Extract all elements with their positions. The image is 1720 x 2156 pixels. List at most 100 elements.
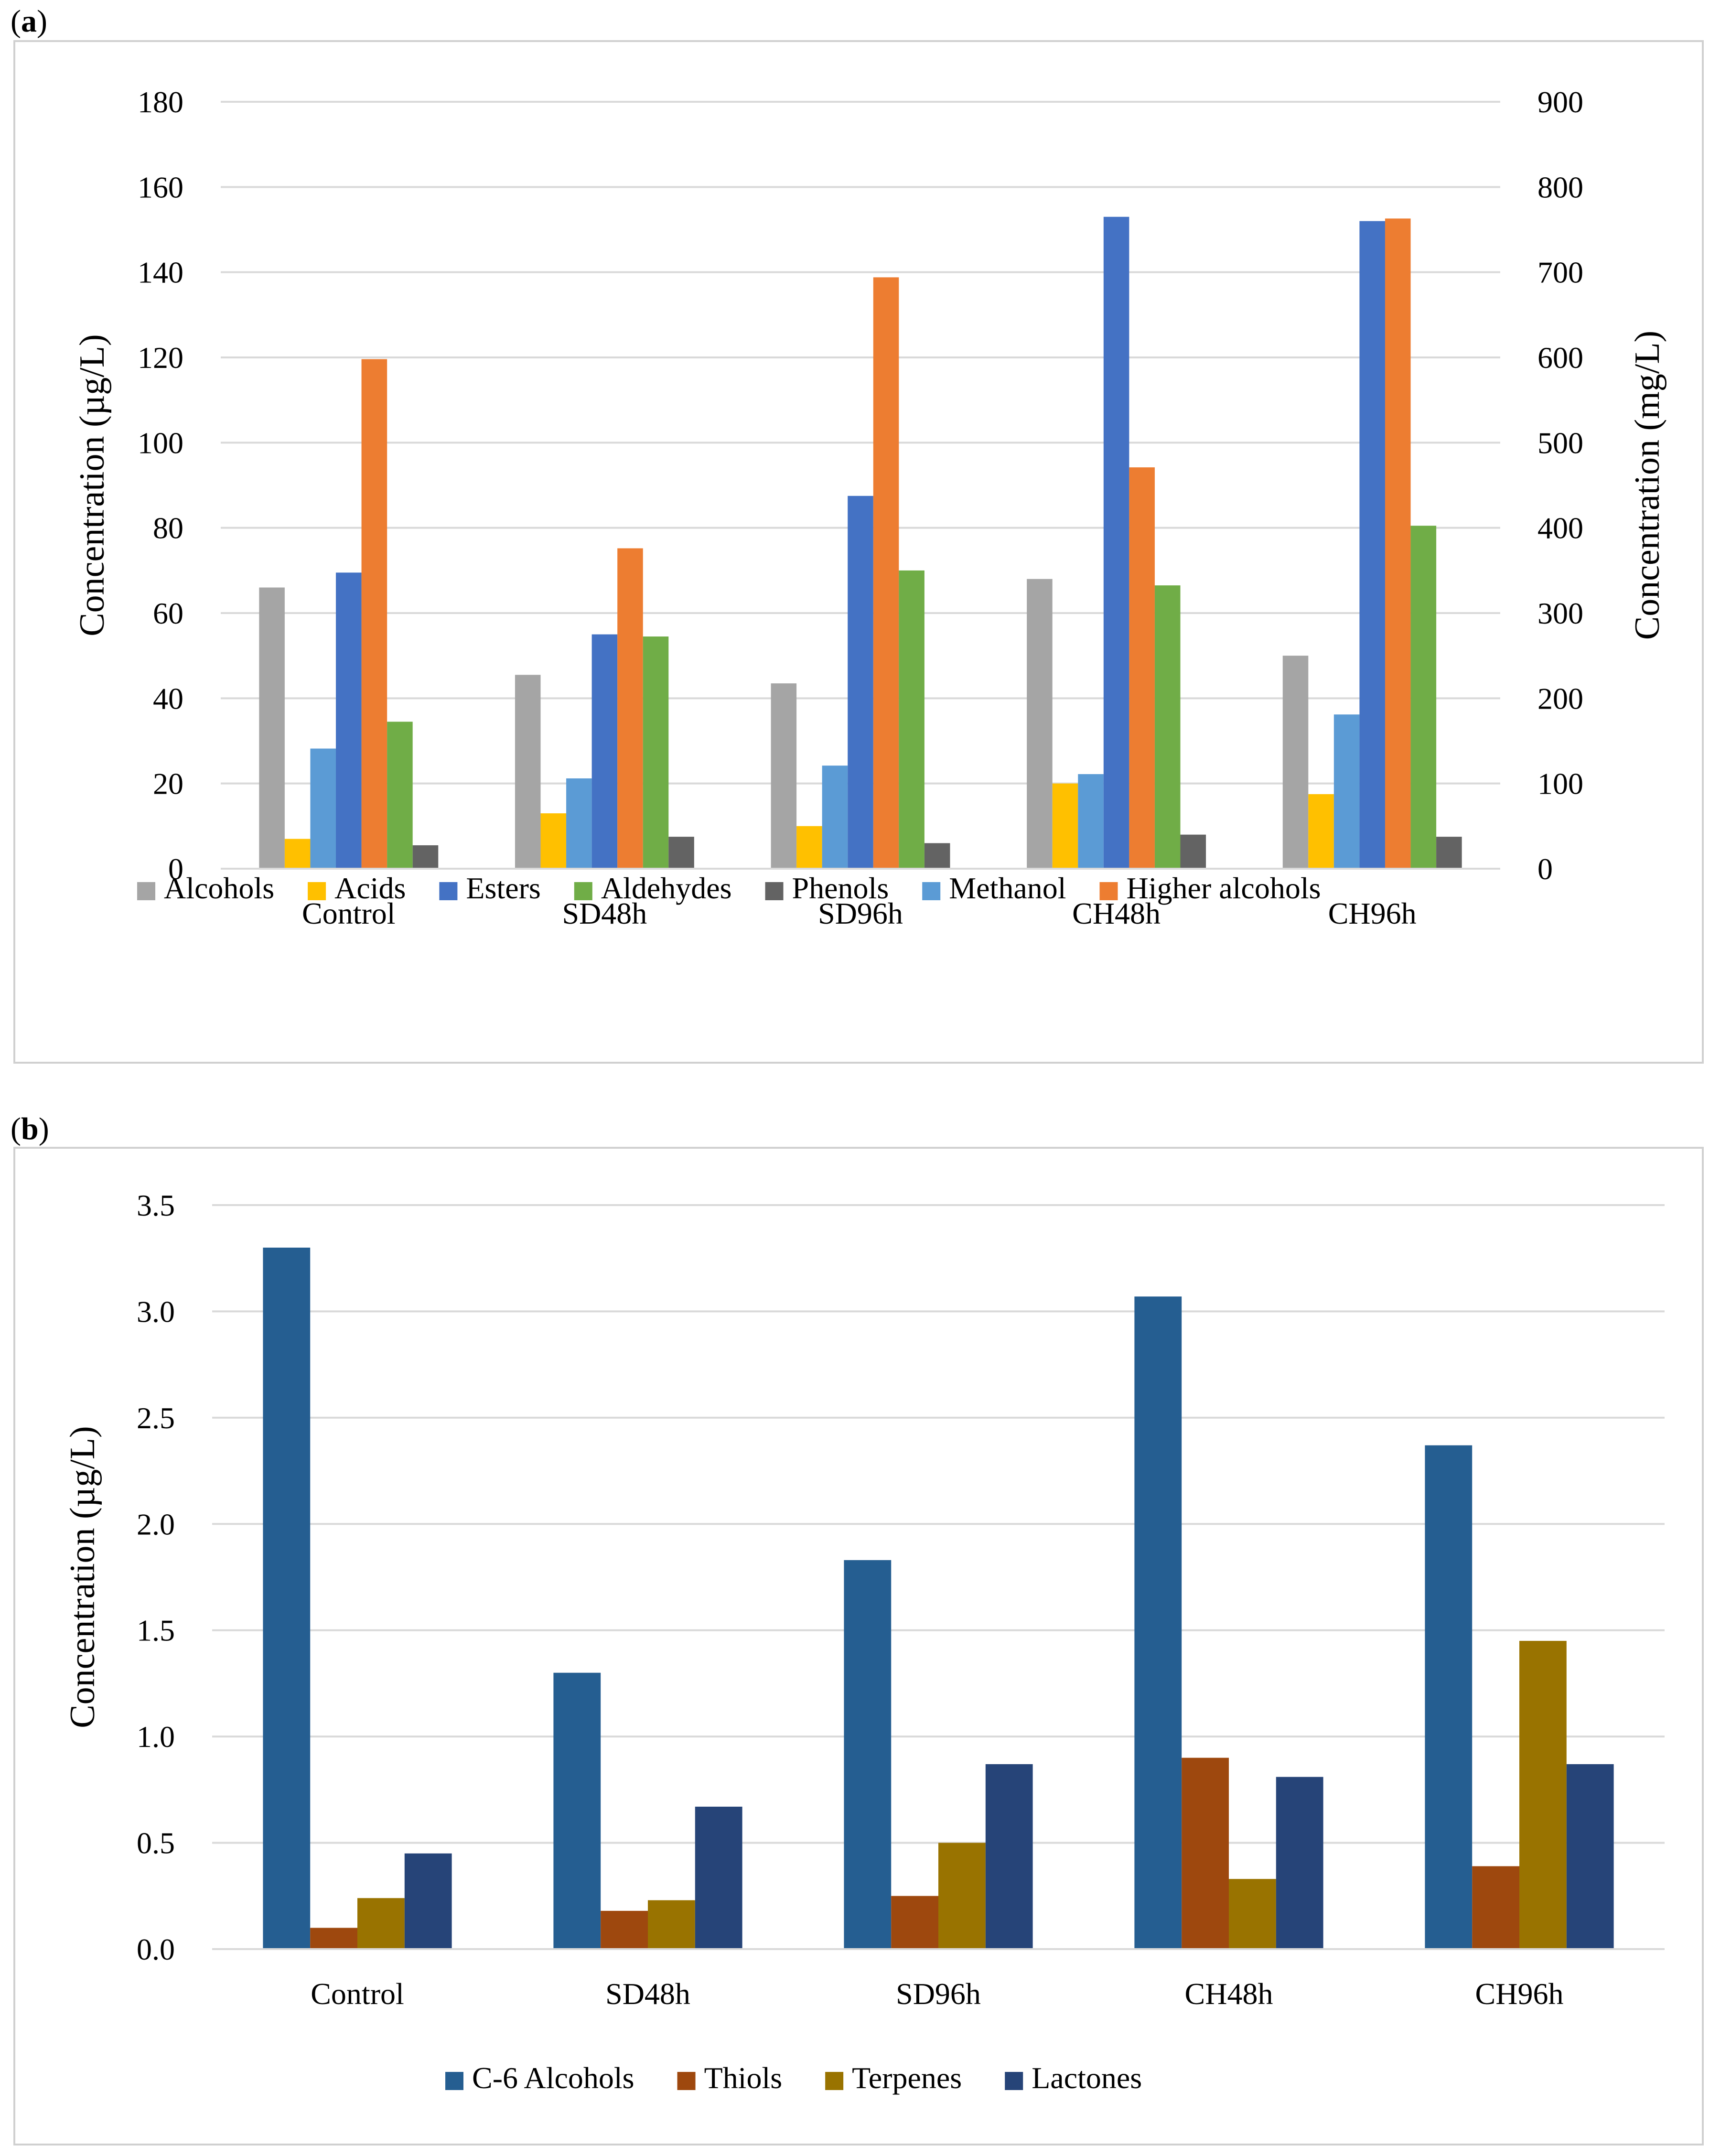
y-tick-label: 1.0 bbox=[137, 1720, 175, 1754]
x-tick-label: CH96h bbox=[1328, 896, 1417, 930]
legend-label-aldehydes: Aldehydes bbox=[601, 871, 732, 905]
bar-phenols-control bbox=[412, 845, 439, 869]
y-tick-label: 120 bbox=[138, 341, 183, 375]
bar-methanol-control bbox=[310, 748, 336, 869]
bar-higher-alcohols-sd48h bbox=[617, 548, 643, 869]
x-tick-label: SD48h bbox=[562, 896, 647, 930]
legend-swatch-phenols bbox=[765, 882, 784, 900]
y-tick-label: 180 bbox=[138, 85, 183, 119]
y2-tick-label: 300 bbox=[1537, 596, 1583, 630]
chart-b: 0.0 0.5 1.0 1.5 2.0 2.5 3.0 3.5 Control SD48h SD96… bbox=[63, 1188, 1665, 2095]
bar-aldehydes-sd48h bbox=[643, 636, 669, 869]
bar-esters-ch96h bbox=[1359, 221, 1385, 869]
bar-alcohols-ch96h bbox=[1282, 656, 1309, 869]
bar-phenols-sd48h bbox=[668, 837, 694, 869]
bar-c-6-alcohols-ch96h bbox=[1425, 1445, 1473, 1949]
x-tick-label: CH96h bbox=[1475, 1977, 1564, 2011]
x-tick-label: Control bbox=[302, 896, 396, 930]
bar-c-6-alcohols-sd96h bbox=[844, 1560, 892, 1949]
bar-c-6-alcohols-ch48h bbox=[1134, 1296, 1182, 1949]
y-tick-label: 3.0 bbox=[137, 1294, 175, 1328]
y-tick-label: 2.5 bbox=[137, 1401, 175, 1435]
chart-a-frame: 0 20 40 60 80 100 120 140 160 180 0 100 200 300 400 500… bbox=[13, 40, 1704, 1064]
bar-esters-ch48h bbox=[1103, 216, 1129, 869]
x-tick-label: CH48h bbox=[1072, 896, 1161, 930]
y-tick-label: 40 bbox=[153, 681, 183, 715]
bar-higher-alcohols-ch48h bbox=[1129, 467, 1155, 869]
bar-higher-alcohols-sd96h bbox=[873, 277, 899, 869]
legend-swatch-aldehydes bbox=[574, 882, 592, 900]
y2-tick-label: 600 bbox=[1537, 341, 1583, 375]
bar-acids-sd96h bbox=[796, 826, 822, 869]
legend-swatch-thiols bbox=[677, 2072, 696, 2090]
bar-aldehydes-ch48h bbox=[1154, 585, 1181, 869]
legend-swatch-alcohols bbox=[137, 882, 155, 900]
y-tick-label: 140 bbox=[138, 256, 183, 290]
bar-thiols-sd96h bbox=[891, 1896, 938, 1949]
bar-terpenes-sd96h bbox=[938, 1843, 986, 1949]
bar-terpenes-control bbox=[357, 1898, 405, 1949]
bar-lactones-ch96h bbox=[1566, 1764, 1614, 1949]
y-tick-label: 160 bbox=[138, 170, 183, 204]
bar-c-6-alcohols-control bbox=[263, 1247, 311, 1949]
y-tick-label: 3.5 bbox=[137, 1188, 175, 1222]
x-tick-label: SD96h bbox=[896, 1977, 981, 2011]
y-tick-label: 60 bbox=[153, 596, 183, 630]
y2-tick-label: 100 bbox=[1537, 767, 1583, 801]
legend-label-methanol: Methanol bbox=[949, 871, 1066, 905]
y2-tick-label: 0 bbox=[1537, 852, 1553, 886]
y2-tick-label: 200 bbox=[1537, 681, 1583, 715]
y2-tick-label: 700 bbox=[1537, 256, 1583, 290]
bar-methanol-sd96h bbox=[822, 765, 848, 869]
legend-label-esters: Esters bbox=[466, 871, 540, 905]
y-tick-label: 1.5 bbox=[137, 1614, 175, 1648]
legend-swatch-methanol bbox=[922, 882, 941, 900]
y-axis-label: Concentration (µg/L) bbox=[63, 1426, 102, 1728]
y2-tick-label: 800 bbox=[1537, 170, 1583, 204]
bar-methanol-ch48h bbox=[1078, 774, 1104, 869]
y2-tick-label: 900 bbox=[1537, 85, 1583, 119]
y-tick-label: 20 bbox=[153, 767, 183, 801]
chart-b-frame: 0.0 0.5 1.0 1.5 2.0 2.5 3.0 3.5 Control SD48h SD96… bbox=[13, 1147, 1704, 2145]
y-tick-label: 80 bbox=[153, 511, 183, 545]
y-tick-label: 2.0 bbox=[137, 1507, 175, 1541]
bar-acids-ch96h bbox=[1308, 794, 1334, 869]
legend-label-c-6-alcohols: C-6 Alcohols bbox=[472, 2061, 634, 2095]
y-tick-label: 100 bbox=[138, 426, 183, 460]
legend-swatch-acids bbox=[308, 882, 326, 900]
bar-phenols-ch96h bbox=[1436, 837, 1462, 869]
x-tick-label: CH48h bbox=[1185, 1977, 1273, 2011]
bar-thiols-control bbox=[310, 1928, 357, 1949]
legend-label-alcohols: Alcohols bbox=[164, 871, 274, 905]
bar-phenols-ch48h bbox=[1180, 834, 1206, 869]
y2-tick-label: 400 bbox=[1537, 511, 1583, 545]
legend-swatch-c-6-alcohols bbox=[445, 2072, 463, 2090]
y-tick-label: 0.0 bbox=[137, 1932, 175, 1966]
legend-label-terpenes: Terpenes bbox=[852, 2061, 962, 2095]
legend-swatch-lactones bbox=[1005, 2072, 1023, 2090]
bar-esters-sd48h bbox=[591, 634, 618, 869]
bar-aldehydes-ch96h bbox=[1410, 526, 1437, 869]
panel-b-label: (b) bbox=[11, 1111, 49, 1146]
bar-lactones-sd48h bbox=[695, 1806, 742, 1949]
y2-tick-label: 500 bbox=[1537, 426, 1583, 460]
bar-thiols-ch48h bbox=[1182, 1757, 1229, 1949]
bar-higher-alcohols-ch96h bbox=[1385, 218, 1411, 869]
bar-aldehydes-control bbox=[387, 722, 413, 869]
legend-label-lactones: Lactones bbox=[1032, 2061, 1142, 2095]
y-tick-label: 0.5 bbox=[137, 1826, 175, 1860]
x-tick-label: SD48h bbox=[605, 1977, 690, 2011]
bar-lactones-ch48h bbox=[1276, 1777, 1323, 1949]
x-tick-label: SD96h bbox=[818, 896, 903, 930]
y-axis-label: Concentration (µg/L) bbox=[73, 334, 112, 636]
bar-esters-sd96h bbox=[848, 496, 873, 869]
bar-alcohols-ch48h bbox=[1027, 579, 1053, 869]
bar-phenols-sd96h bbox=[924, 843, 950, 869]
legend-label-higher-alcohols: Higher alcohols bbox=[1127, 871, 1321, 905]
bar-terpenes-ch48h bbox=[1229, 1879, 1276, 1949]
bar-thiols-sd48h bbox=[601, 1910, 648, 1949]
bar-acids-control bbox=[284, 839, 311, 869]
bar-terpenes-sd48h bbox=[648, 1900, 695, 1949]
legend-swatch-higher-alcohols bbox=[1099, 882, 1118, 900]
legend-label-thiols: Thiols bbox=[704, 2061, 783, 2095]
